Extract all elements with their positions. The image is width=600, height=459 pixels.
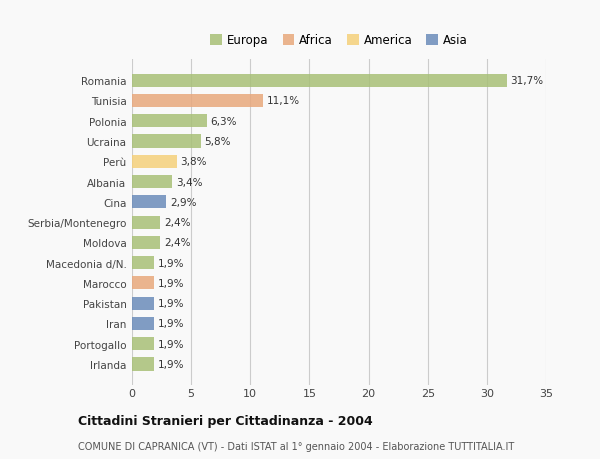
Bar <box>132 297 154 310</box>
Text: 1,9%: 1,9% <box>158 278 185 288</box>
Bar <box>132 95 263 108</box>
Bar <box>132 236 160 249</box>
Text: 3,8%: 3,8% <box>181 157 207 167</box>
Text: 1,9%: 1,9% <box>158 298 185 308</box>
Bar <box>132 358 154 371</box>
Bar <box>132 257 154 269</box>
Text: 1,9%: 1,9% <box>158 359 185 369</box>
Bar <box>132 156 177 168</box>
Text: 31,7%: 31,7% <box>511 76 544 86</box>
Text: 6,3%: 6,3% <box>210 117 236 127</box>
Text: 2,4%: 2,4% <box>164 218 190 228</box>
Text: 1,9%: 1,9% <box>158 319 185 329</box>
Text: 2,9%: 2,9% <box>170 197 196 207</box>
Text: 1,9%: 1,9% <box>158 339 185 349</box>
Text: 5,8%: 5,8% <box>204 137 230 147</box>
Bar <box>132 337 154 351</box>
Text: 11,1%: 11,1% <box>267 96 300 106</box>
Bar <box>132 74 507 88</box>
Text: 1,9%: 1,9% <box>158 258 185 268</box>
Bar <box>132 196 166 209</box>
Bar <box>132 277 154 290</box>
Text: Cittadini Stranieri per Cittadinanza - 2004: Cittadini Stranieri per Cittadinanza - 2… <box>78 414 373 428</box>
Legend: Europa, Africa, America, Asia: Europa, Africa, America, Asia <box>206 30 472 52</box>
Text: COMUNE DI CAPRANICA (VT) - Dati ISTAT al 1° gennaio 2004 - Elaborazione TUTTITAL: COMUNE DI CAPRANICA (VT) - Dati ISTAT al… <box>78 441 514 451</box>
Bar <box>132 317 154 330</box>
Bar <box>132 115 206 128</box>
Bar <box>132 216 160 229</box>
Bar <box>132 135 200 148</box>
Bar <box>132 176 172 189</box>
Text: 3,4%: 3,4% <box>176 177 202 187</box>
Text: 2,4%: 2,4% <box>164 238 190 248</box>
